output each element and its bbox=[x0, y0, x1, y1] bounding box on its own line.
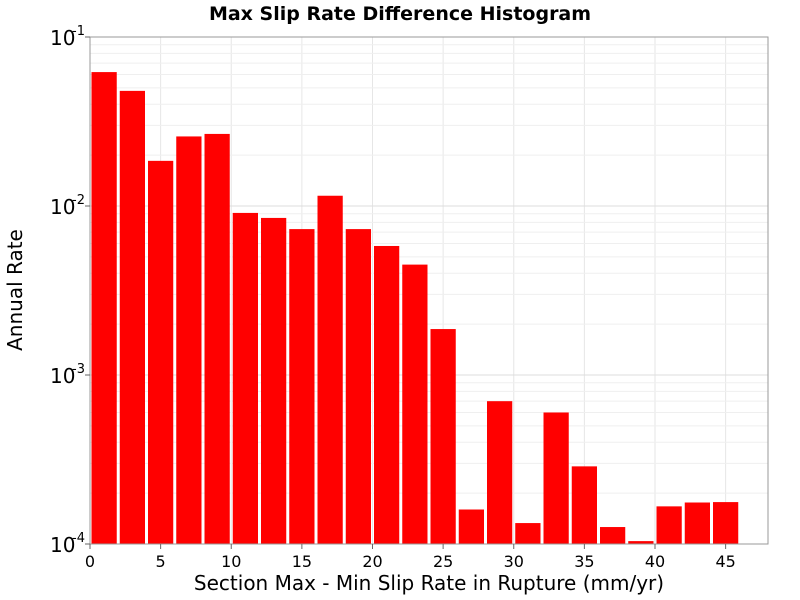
x-tick-label: 25 bbox=[433, 552, 453, 571]
bar bbox=[684, 502, 710, 544]
chart-title: Max Slip Rate Difference Histogram bbox=[209, 3, 591, 25]
x-tick-label: 15 bbox=[292, 552, 312, 571]
bar bbox=[119, 90, 145, 544]
bar bbox=[317, 195, 343, 544]
bar bbox=[600, 527, 626, 544]
bar bbox=[458, 509, 484, 544]
bars bbox=[91, 72, 739, 545]
plot-frame bbox=[89, 36, 769, 545]
bar bbox=[571, 466, 597, 544]
y-tick-label-base: 10 bbox=[50, 195, 75, 219]
x-tick-label: 40 bbox=[645, 552, 665, 571]
x-tick-label: 30 bbox=[504, 552, 524, 571]
bar bbox=[204, 133, 230, 544]
bar bbox=[261, 217, 287, 544]
x-ticks: 0 5 10 15 20 25 30 35 40 45 bbox=[85, 544, 736, 571]
bar bbox=[374, 245, 400, 545]
bar bbox=[289, 229, 315, 544]
x-tick-label: 20 bbox=[362, 552, 382, 571]
bar bbox=[430, 329, 456, 544]
y-tick-label-base: 10 bbox=[50, 533, 75, 557]
y-tick-label-base: 10 bbox=[50, 364, 75, 388]
y-axis-label: Annual Rate bbox=[3, 229, 27, 351]
bar bbox=[487, 401, 513, 544]
bar bbox=[515, 523, 541, 544]
bar bbox=[345, 229, 371, 544]
bar bbox=[148, 160, 174, 545]
bar bbox=[176, 136, 202, 544]
y-ticks: 10-410-310-210-1 bbox=[50, 24, 90, 557]
x-tick-label: 35 bbox=[574, 552, 594, 571]
bar bbox=[713, 502, 739, 544]
bar bbox=[402, 264, 428, 544]
y-tick-label-base: 10 bbox=[50, 26, 75, 50]
x-tick-label: 0 bbox=[85, 552, 95, 571]
bar bbox=[656, 506, 682, 544]
bar bbox=[628, 541, 654, 544]
y-tick-label-exponent: -4 bbox=[72, 531, 85, 546]
y-tick-label-exponent: -3 bbox=[72, 362, 85, 377]
x-axis-label: Section Max - Min Slip Rate in Rupture (… bbox=[194, 571, 664, 595]
y-tick-label-exponent: -2 bbox=[72, 193, 85, 208]
y-tick-label-exponent: -1 bbox=[72, 24, 85, 39]
bar bbox=[543, 412, 569, 544]
x-tick-label: 45 bbox=[715, 552, 735, 571]
x-tick-label: 10 bbox=[221, 552, 241, 571]
x-tick-label: 5 bbox=[156, 552, 166, 571]
bar bbox=[232, 212, 258, 544]
bar bbox=[91, 72, 117, 544]
